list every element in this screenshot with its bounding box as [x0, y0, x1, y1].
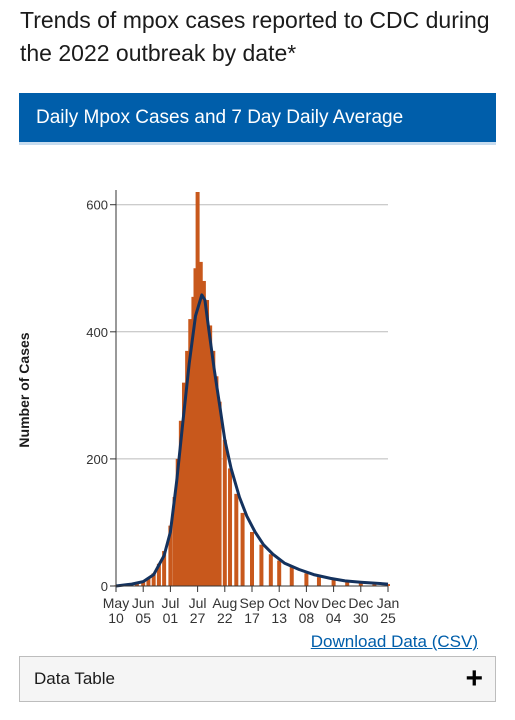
daily-case-bar — [198, 261, 203, 586]
y-tick-label: 0 — [101, 579, 108, 594]
daily-case-bar — [156, 563, 161, 586]
daily-case-bar — [195, 192, 200, 586]
daily-case-bar — [250, 531, 254, 586]
daily-case-bar — [316, 577, 321, 586]
x-tick-day: 13 — [271, 610, 287, 626]
daily-case-bar — [168, 525, 173, 586]
daily-case-bar — [240, 512, 245, 586]
chart-header-label: Daily Mpox Cases and 7 Day Daily Average — [36, 107, 404, 128]
data-table-toggle[interactable]: Data Table + — [19, 656, 496, 702]
daily-cases-chart: 0200400600May10Jun05Jul01Jul27Aug22Sep17… — [16, 190, 399, 626]
daily-case-bar — [268, 554, 273, 586]
daily-case-bar — [188, 319, 193, 586]
daily-case-bar — [358, 582, 363, 586]
grid-lines — [116, 204, 388, 460]
x-tick-day: 10 — [108, 610, 124, 626]
daily-case-bar — [304, 573, 309, 586]
x-tick-month: Jun — [132, 595, 155, 611]
daily-case-bar — [146, 577, 151, 586]
seven-day-average — [115, 293, 389, 588]
daily-case-bar — [345, 580, 350, 586]
x-tick-month: May — [103, 595, 129, 611]
x-tick-month: Jul — [161, 595, 179, 611]
daily-case-bar — [217, 401, 222, 586]
daily-case-bar — [172, 497, 177, 586]
x-tick-day: 30 — [353, 610, 369, 626]
x-tick-month: Dec — [321, 595, 346, 611]
daily-case-bar — [205, 300, 210, 586]
x-tick-month: Aug — [212, 595, 237, 611]
x-tick-day: 25 — [380, 610, 396, 626]
y-tick-label: 600 — [86, 198, 108, 213]
daily-case-bar — [151, 573, 156, 586]
x-tick-day: 17 — [244, 610, 260, 626]
axes: 0200400600May10Jun05Jul01Jul27Aug22Sep17… — [86, 190, 399, 626]
daily-case-bar — [331, 579, 336, 586]
plus-icon[interactable]: + — [465, 662, 483, 695]
daily-cases-bars — [114, 192, 390, 586]
y-tick-label: 400 — [86, 325, 108, 340]
download-csv-link[interactable]: Download Data (CSV) — [310, 632, 478, 651]
x-tick-month: Oct — [268, 595, 290, 611]
daily-case-bar — [277, 560, 282, 586]
daily-case-bar — [386, 584, 390, 586]
daily-case-bar — [259, 544, 264, 586]
daily-case-bar — [372, 583, 377, 586]
x-tick-month: Sep — [240, 595, 265, 611]
daily-case-bar — [185, 350, 190, 586]
daily-case-bar — [214, 376, 219, 586]
daily-case-bar — [228, 468, 233, 586]
daily-case-bar — [182, 382, 186, 586]
daily-case-bar — [201, 280, 206, 586]
daily-case-bar — [162, 551, 167, 586]
x-tick-day: 22 — [217, 610, 233, 626]
daily-case-bar — [141, 580, 146, 586]
seven-day-average-line — [115, 293, 389, 588]
daily-case-bar — [178, 420, 183, 586]
x-tick-month: Jul — [189, 595, 207, 611]
daily-case-bar — [193, 268, 198, 586]
y-tick-label: 200 — [86, 452, 108, 467]
y-axis-label: Number of Cases — [16, 332, 32, 447]
chart-header: Daily Mpox Cases and 7 Day Daily Average — [19, 93, 496, 145]
data-table-label: Data Table — [34, 669, 115, 688]
daily-case-bar — [222, 439, 227, 586]
daily-case-bar — [234, 493, 239, 586]
daily-case-bar — [211, 350, 216, 586]
page-title: Trends of mpox cases reported to CDC dur… — [20, 7, 490, 66]
x-tick-day: 05 — [135, 610, 151, 626]
daily-case-bar — [191, 296, 196, 586]
x-tick-month: Dec — [348, 595, 373, 611]
x-tick-month: Nov — [294, 595, 319, 611]
x-tick-day: 08 — [299, 610, 315, 626]
x-tick-day: 27 — [190, 610, 206, 626]
daily-case-bar — [289, 566, 294, 586]
x-tick-month: Jan — [377, 595, 400, 611]
daily-case-bar — [208, 325, 213, 586]
x-tick-day: 04 — [326, 610, 342, 626]
x-tick-day: 01 — [163, 610, 179, 626]
daily-case-bar — [175, 458, 180, 586]
